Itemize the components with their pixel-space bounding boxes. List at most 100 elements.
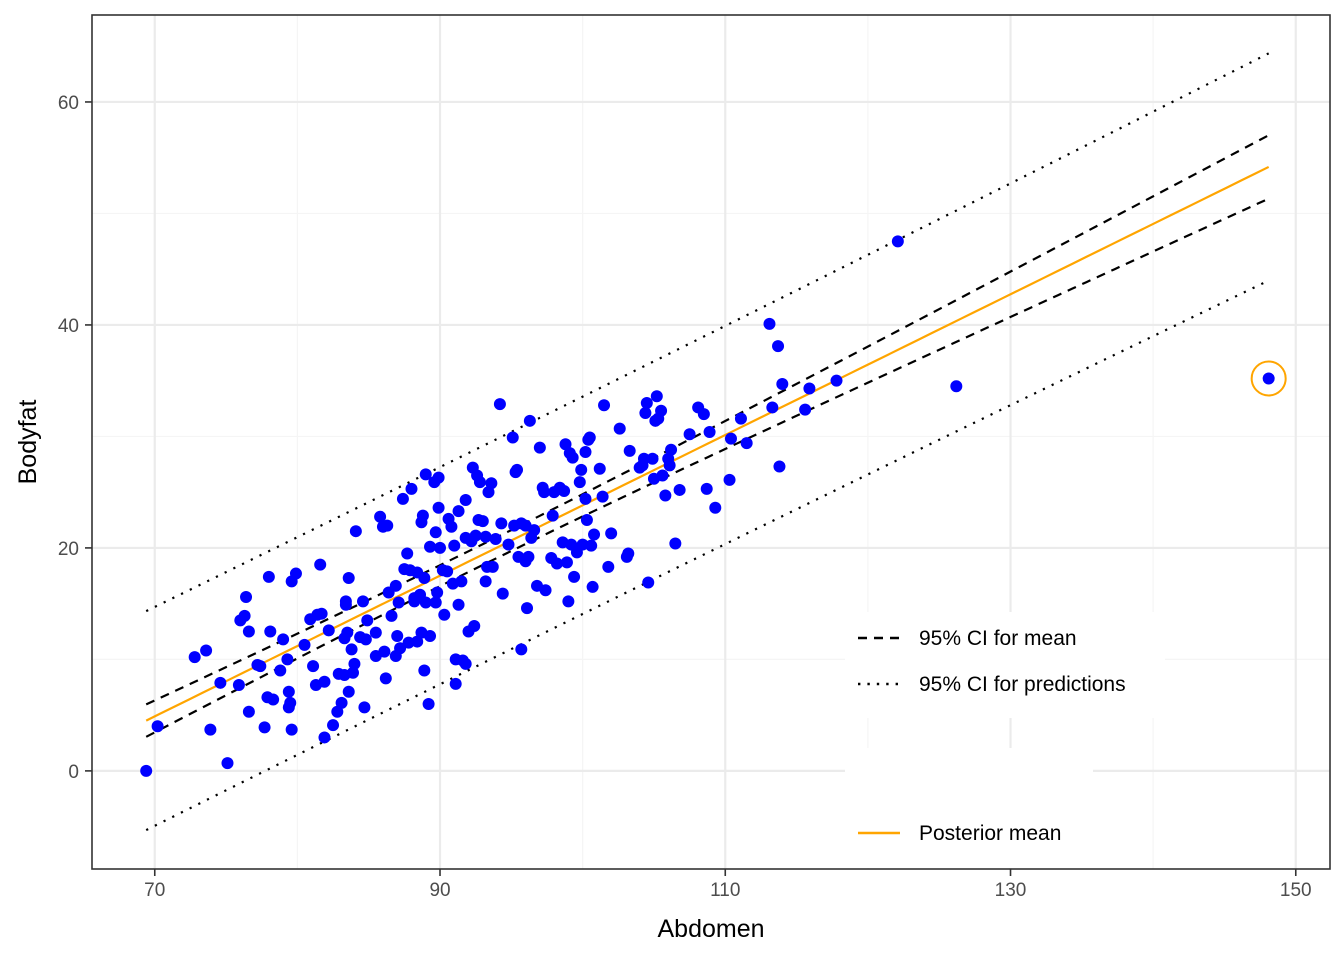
data-point [434,541,447,554]
data-point [511,463,524,476]
data-point [724,432,737,445]
data-point [389,579,402,592]
data-point [697,408,710,421]
data-point [289,567,302,580]
data-point [640,396,653,409]
data-point [445,520,458,533]
data-point [327,719,340,732]
data-point [479,575,492,588]
data-point [429,596,442,609]
data-point [214,676,227,689]
data-point [469,529,482,542]
data-point [424,629,437,642]
data-point [242,625,255,638]
data-point [573,476,586,489]
data-point [432,471,445,484]
data-point [495,517,508,530]
data-point [585,539,598,552]
data-point [314,558,327,571]
data-point [613,422,626,435]
data-point [709,501,722,514]
data-point [539,584,552,597]
data-point [650,390,663,403]
data-point [419,596,432,609]
data-point [523,414,536,427]
data-point [411,635,424,648]
data-point [342,685,355,698]
data-point [485,477,498,490]
data-point [441,565,454,578]
data-point [655,404,668,417]
data-point [361,614,374,627]
data-point [221,757,234,770]
data-point [515,643,528,656]
data-points [140,235,1275,777]
data-point [448,539,461,552]
data-point [385,609,398,622]
data-point [566,451,579,464]
data-point [307,660,320,673]
data-point [391,629,404,642]
legend-label-ci-mean: 95% CI for mean [919,627,1077,650]
data-point [669,537,682,550]
data-point [258,721,271,734]
data-point [405,482,418,495]
data-point [639,407,652,420]
data-point [429,526,442,539]
data-point [734,412,747,425]
data-point [486,560,499,573]
data-point [723,473,736,486]
data-point [559,438,572,451]
x-tick-label: 130 [995,880,1027,901]
data-point [602,560,615,573]
data-point [200,644,213,657]
data-point [533,441,546,454]
data-point [550,557,563,570]
data-point [803,382,816,395]
data-point [622,547,635,560]
data-point [598,399,611,412]
legend-background-lower [845,748,1093,868]
x-tick-label: 150 [1280,880,1312,901]
data-point [562,595,575,608]
data-point [240,590,253,603]
data-point [341,626,354,639]
data-point [703,425,716,438]
data-point [776,378,789,391]
data-point [468,619,481,632]
data-point [418,572,431,585]
data-point [379,672,392,685]
data-point [659,489,672,502]
data-point [1262,372,1275,385]
data-point [369,626,382,639]
data-point [766,401,779,414]
legend-label-posterior-mean: Posterior mean [919,822,1061,845]
data-point [378,645,391,658]
data-point [151,720,164,733]
data-point [449,677,462,690]
x-tick-label: 70 [144,880,165,901]
data-point [277,633,290,646]
y-tick-label: 60 [58,93,79,114]
data-point [950,380,963,393]
data-point [700,482,713,495]
data-point [665,443,678,456]
data-point [593,462,606,475]
ci-mean-lower [145,197,1270,738]
data-point [349,525,362,538]
data-point [580,514,593,527]
data-point [345,643,358,656]
data-point [558,485,571,498]
data-point [502,538,515,551]
data-point [432,501,445,514]
data-point [452,505,465,518]
data-point [298,638,311,651]
data-point [374,510,387,523]
data-point [459,493,472,506]
data-point [262,570,275,583]
data-point [267,693,280,706]
data-point [431,586,444,599]
data-point [359,633,372,646]
data-point [459,657,472,670]
